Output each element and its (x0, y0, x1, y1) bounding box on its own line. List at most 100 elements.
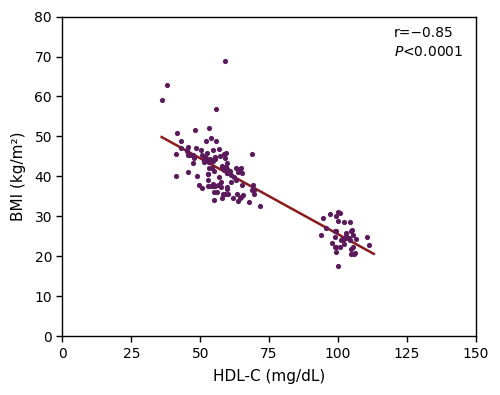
Point (234, 168, 241, 175)
Text: r=−0.85
$\it{P}$<0.0001: r=−0.85 $\it{P}$<0.0001 (394, 26, 464, 58)
Point (224, 160, 232, 166)
Point (183, 148, 191, 154)
Point (234, 190, 241, 197)
Point (208, 147, 216, 154)
Point (330, 228, 338, 234)
Point (349, 244, 357, 250)
Point (220, 150, 228, 157)
Point (346, 228, 354, 234)
Point (204, 171, 212, 177)
Point (232, 165, 240, 171)
Point (224, 166, 232, 172)
Point (365, 242, 373, 248)
Point (236, 195, 244, 201)
Point (212, 106, 220, 112)
Point (363, 233, 371, 240)
Point (208, 165, 216, 171)
Point (248, 150, 256, 157)
Point (322, 225, 330, 231)
Point (184, 152, 192, 158)
Point (232, 177, 240, 183)
Point (256, 203, 264, 209)
Point (347, 251, 355, 258)
Point (172, 150, 179, 157)
Point (332, 244, 340, 250)
Point (204, 171, 212, 177)
Point (236, 166, 244, 172)
Point (340, 236, 348, 242)
Point (178, 138, 186, 144)
Point (210, 188, 218, 195)
Point (250, 186, 258, 192)
Point (230, 174, 238, 180)
Point (352, 235, 360, 242)
Point (206, 156, 214, 163)
Point (189, 160, 197, 166)
Point (224, 168, 232, 174)
Point (347, 246, 355, 252)
Point (250, 191, 258, 197)
Point (184, 168, 192, 175)
Point (340, 241, 348, 247)
Point (218, 162, 226, 169)
Y-axis label: BMI (kg/m²): BMI (kg/m²) (11, 132, 26, 221)
Point (334, 209, 342, 216)
Point (198, 152, 206, 158)
Point (332, 213, 340, 219)
Point (200, 154, 208, 160)
Point (226, 168, 234, 175)
Point (206, 159, 214, 166)
Point (207, 135, 215, 141)
Point (193, 173, 201, 179)
Point (223, 169, 231, 176)
Point (192, 145, 200, 151)
Point (205, 124, 213, 131)
Point (217, 179, 225, 185)
Point (326, 211, 334, 217)
Point (210, 182, 218, 189)
Point (222, 155, 230, 161)
Point (336, 210, 344, 216)
Point (218, 164, 226, 171)
Point (200, 157, 207, 164)
X-axis label: HDL-C (mg/dL): HDL-C (mg/dL) (213, 369, 325, 384)
Point (319, 215, 327, 221)
Point (209, 158, 217, 164)
Point (191, 126, 199, 133)
Point (172, 173, 180, 179)
Point (228, 179, 235, 185)
Point (223, 169, 231, 176)
Point (214, 146, 222, 152)
Point (249, 182, 257, 188)
Point (202, 155, 210, 161)
Point (203, 150, 211, 156)
Point (332, 228, 340, 234)
Point (212, 154, 220, 160)
Point (202, 158, 209, 164)
Point (198, 184, 205, 191)
Point (212, 137, 220, 144)
Point (238, 170, 246, 177)
Point (197, 147, 205, 154)
Point (328, 239, 336, 246)
Point (205, 157, 213, 164)
Point (218, 184, 226, 190)
Point (239, 192, 247, 198)
Point (176, 145, 184, 151)
Point (250, 187, 258, 194)
Point (184, 144, 192, 150)
Point (210, 155, 218, 162)
Point (332, 233, 340, 240)
Point (332, 249, 340, 255)
Point (221, 191, 229, 197)
Point (202, 138, 210, 144)
Point (163, 81, 171, 88)
Point (186, 151, 194, 158)
Point (196, 181, 203, 188)
Point (234, 198, 241, 204)
Point (205, 165, 213, 171)
Point (336, 244, 344, 250)
Point (342, 229, 349, 236)
Point (174, 130, 182, 136)
Point (214, 181, 222, 188)
